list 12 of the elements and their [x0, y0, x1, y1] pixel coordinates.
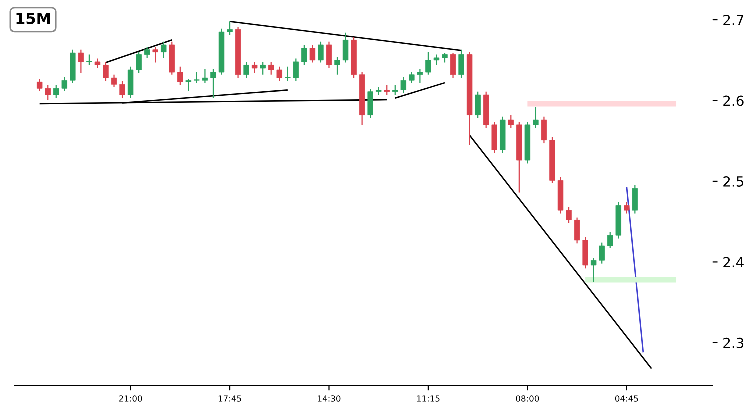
- y-tick-label: 2.7: [724, 14, 744, 26]
- x-tick-label: 04:45: [615, 396, 638, 402]
- x-tick-label: 08:00: [516, 396, 540, 402]
- x-tick-label: 21:00: [119, 396, 142, 402]
- chart-title: 15M: [16, 12, 50, 24]
- x-tick-label: 17:45: [218, 396, 242, 402]
- y-tick-label: 2.6: [724, 96, 744, 106]
- y-tick-label: 2.3: [724, 338, 744, 348]
- x-tick-label: 14:30: [318, 396, 341, 402]
- x-tick-label: 11:15: [417, 396, 440, 402]
- y-tick-label: 2.4: [724, 257, 744, 268]
- y-tick-label: 2.5: [724, 176, 744, 187]
